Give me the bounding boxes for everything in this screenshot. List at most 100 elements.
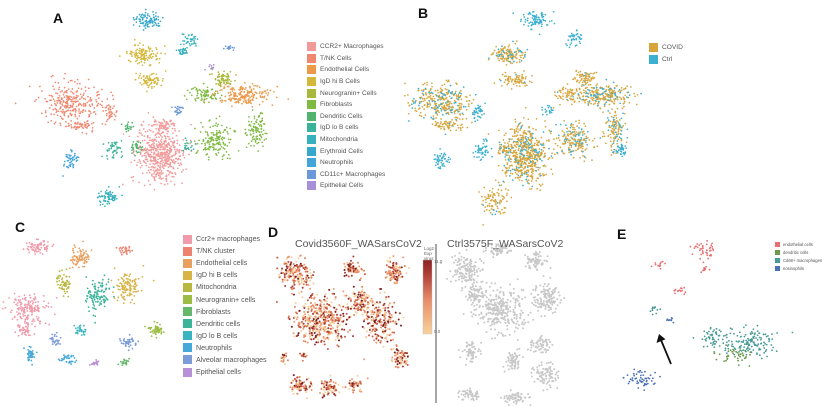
legend-item: eosinophils xyxy=(775,264,822,272)
legend-swatch xyxy=(183,258,192,268)
legend-swatch xyxy=(307,146,316,156)
legend-swatch xyxy=(307,123,316,133)
panel-label-e: E xyxy=(617,226,627,242)
legend-label: COVID xyxy=(662,44,683,52)
legend-swatch xyxy=(183,307,192,317)
legend-item: Epithelial Cells xyxy=(307,180,385,192)
legend-item: Ctrl xyxy=(649,54,683,66)
legend-label: Epithelial cells xyxy=(196,368,241,377)
legend-swatch xyxy=(183,331,192,341)
legend-swatch xyxy=(307,111,316,121)
legend-swatch xyxy=(183,270,192,280)
colorbar-title: Log2 Exp virus xyxy=(424,246,435,261)
legend-swatch xyxy=(307,158,316,168)
legend-item: Neurogranin+ cells xyxy=(183,293,267,305)
legend-item: endothelial cells xyxy=(775,240,822,248)
legend-label: endothelial cells xyxy=(783,241,813,247)
panel-b-tsne-plot xyxy=(403,10,642,226)
legend-item: T/NK cluster xyxy=(183,245,267,257)
arrow-shaft xyxy=(660,339,672,365)
legend-label: Endothelial Cells xyxy=(320,66,370,74)
legend-item: Fibroblasts xyxy=(307,99,385,111)
legend-label: Fibroblasts xyxy=(320,101,353,109)
legend-swatch xyxy=(183,246,192,256)
legend-item: Neurogranin+ Cells xyxy=(307,87,385,99)
legend-label: IgD lo B cells xyxy=(320,124,359,132)
legend-item: Erythroid Cells xyxy=(307,145,385,157)
legend-label: IgD hi B cells xyxy=(196,271,238,280)
legend-item: dendritic cells xyxy=(775,248,822,256)
legend-label: T/NK Cells xyxy=(320,54,352,62)
legend-swatch xyxy=(307,100,316,110)
legend-item: Epithelial cells xyxy=(183,366,267,378)
legend-swatch xyxy=(307,65,316,75)
legend-label: Neutrophils xyxy=(320,159,354,167)
legend-item: Fibroblasts xyxy=(183,306,267,318)
colorbar-min-label: 0.0 xyxy=(434,329,441,334)
legend-item: IgD lo B cells xyxy=(183,330,267,342)
legend-e: endothelial cells dendritic cells Cd68+ … xyxy=(775,240,822,272)
legend-label: Mitochondria xyxy=(196,283,237,292)
legend-swatch xyxy=(307,77,316,87)
legend-item: Neutrophils xyxy=(307,157,385,169)
legend-item: Endothelial Cells xyxy=(307,64,385,76)
legend-swatch xyxy=(183,343,192,353)
legend-swatch xyxy=(183,282,192,292)
legend-label: Cd68+ macrophages xyxy=(783,257,822,263)
legend-swatch xyxy=(307,169,316,179)
legend-swatch xyxy=(775,249,780,255)
panel-d-left-title: Covid3560F_WASarsCoV2 xyxy=(295,238,422,250)
legend-item: Mitochondria xyxy=(183,281,267,293)
legend-item: Endothelial cells xyxy=(183,257,267,269)
legend-label: CCR2+ Macrophages xyxy=(320,43,384,51)
legend-item: Cd68+ macrophages xyxy=(775,256,822,264)
legend-item: CCR2+ Macrophages xyxy=(307,41,385,53)
legend-swatch xyxy=(307,42,316,52)
legend-item: IgD lo B cells xyxy=(307,122,385,134)
arrow-head xyxy=(656,334,666,343)
legend-label: dendritic cells xyxy=(783,249,809,255)
legend-label: IgD lo B cells xyxy=(196,331,238,340)
legend-label: Erythroid Cells xyxy=(320,147,363,155)
legend-swatch xyxy=(649,54,658,64)
panel-d-right-title: Ctrl3575F_WASarsCoV2 xyxy=(447,238,564,250)
legend-swatch xyxy=(307,53,316,63)
colorbar xyxy=(422,259,433,335)
panel-e-plot xyxy=(622,240,794,391)
legend-item: IgD hi B cells xyxy=(183,269,267,281)
legend-item: COVID xyxy=(649,42,683,54)
legend-label: CD11c+ Macrophages xyxy=(320,170,386,178)
panel-label-a: A xyxy=(53,10,64,26)
panel-label-c: C xyxy=(15,219,26,235)
legend-label: IgD hi B Cells xyxy=(320,78,360,86)
legend-swatch xyxy=(649,43,658,53)
legend-label: eosinophils xyxy=(783,265,804,271)
legend-item: Dendritic cells xyxy=(183,318,267,330)
legend-item: Dendritic Cells xyxy=(307,111,385,123)
legend-label: T/NK cluster xyxy=(196,247,236,256)
legend-item: Alveolar macrophages xyxy=(183,354,267,366)
legend-swatch xyxy=(775,241,780,247)
legend-label: Neurogranin+ cells xyxy=(196,295,256,304)
legend-swatch xyxy=(307,135,316,145)
legend-label: Dendritic Cells xyxy=(320,112,363,120)
legend-swatch xyxy=(307,181,316,191)
legend-label: Mitochondria xyxy=(320,136,358,144)
legend-item: Mitochondria xyxy=(307,134,385,146)
legend-item: IgD hi B Cells xyxy=(307,76,385,88)
legend-label: Dendritic cells xyxy=(196,319,241,328)
legend-label: Epithelial Cells xyxy=(320,182,364,190)
legend-swatch xyxy=(775,265,780,271)
legend-label: Fibroblasts xyxy=(196,307,231,316)
legend-b: COVID Ctrl xyxy=(649,42,683,65)
legend-swatch xyxy=(307,88,316,98)
legend-swatch xyxy=(183,319,192,329)
panel-c-tsne-plot xyxy=(1,238,165,366)
colorbar-max-label: 11.0 xyxy=(434,259,443,264)
legend-c: Ccr2+ macrophages T/NK cluster Endotheli… xyxy=(183,233,267,378)
panel-d-ctrl-plot xyxy=(440,243,566,407)
legend-item: CD11c+ Macrophages xyxy=(307,169,385,181)
panel-d-covid-plot xyxy=(275,254,410,400)
legend-swatch xyxy=(183,367,192,377)
